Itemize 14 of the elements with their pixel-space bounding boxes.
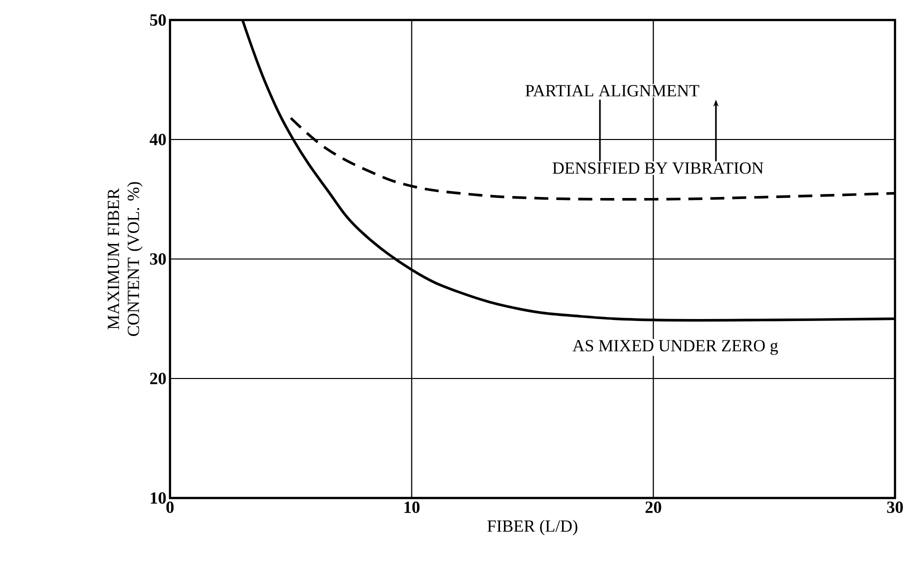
annotation: PARTIAL ALIGNMENT [526,85,700,96]
y-tick-label: 10 [150,492,166,504]
y-axis-title: MAXIMUM FIBER CONTENT (VOL. %) [108,182,143,336]
x-tick-label: 20 [646,502,662,514]
y-tick-label: 30 [150,253,166,265]
x-axis-title: FIBER (L/D) [487,520,578,536]
annotation: DENSIFIED BY VIBRATION [552,162,764,174]
x-tick-label: 0 [166,502,174,514]
y-tick-label: 20 [150,372,166,384]
x-tick-label: 30 [887,502,903,514]
x-tick-label: 10 [404,502,420,514]
annotation: AS MIXED UNDER ZERO g [572,340,778,355]
y-tick-label: 50 [150,14,166,26]
y-tick-label: 40 [150,134,166,146]
